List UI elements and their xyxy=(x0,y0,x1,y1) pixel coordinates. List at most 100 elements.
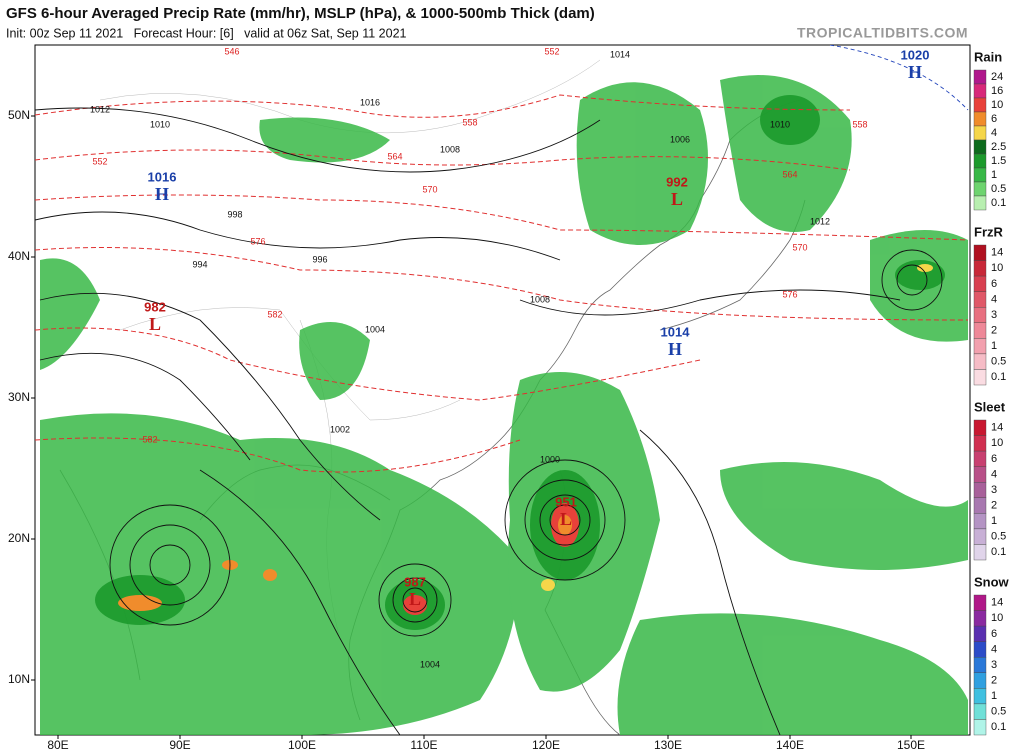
legend-title: FrzR xyxy=(974,224,1004,239)
isobar-label: 1010 xyxy=(770,119,790,129)
legend-swatch xyxy=(973,419,987,436)
legend-swatch xyxy=(973,322,987,339)
thickness-lines xyxy=(35,94,969,473)
legend-swatch xyxy=(973,275,987,292)
lat-label: 50N xyxy=(8,108,30,122)
legend-swatch xyxy=(973,260,987,277)
isobar-label: 994 xyxy=(192,259,207,269)
isobar-label: 998 xyxy=(227,209,242,219)
pressure-symbol: H xyxy=(908,62,922,82)
legend-swatch xyxy=(973,435,987,452)
legend-label: 4 xyxy=(991,127,997,139)
legend-label: 0.1 xyxy=(991,197,1006,209)
legend-label: 16 xyxy=(991,85,1003,97)
precip-rain xyxy=(40,75,968,735)
subtitle: Init: 00z Sep 11 2021 Forecast Hour: [6]… xyxy=(6,26,407,40)
legend-label: 3 xyxy=(991,309,997,321)
isobar-label: 1012 xyxy=(90,104,110,114)
legend-label: 3 xyxy=(991,484,997,496)
legend-swatch xyxy=(973,153,987,169)
thickness-label: 564 xyxy=(782,169,797,179)
legend-title: Rain xyxy=(974,49,1002,64)
thickness-label: 558 xyxy=(852,119,867,129)
legend-swatch xyxy=(973,625,987,642)
legend-label: 0.5 xyxy=(991,706,1006,718)
pressure-value: 1014 xyxy=(661,324,691,339)
legend-label: 24 xyxy=(991,71,1003,83)
legend-swatch xyxy=(973,466,987,483)
legend-swatch xyxy=(973,641,987,658)
legend-swatch xyxy=(973,244,987,261)
thickness-label: 570 xyxy=(422,184,437,194)
legend-label: 2 xyxy=(991,324,997,336)
legend-swatch xyxy=(973,338,987,355)
legend: Rain241610642.51.510.50.1FrzR1410643210.… xyxy=(973,49,1010,736)
legend-label: 3 xyxy=(991,659,997,671)
legend-label: 1 xyxy=(991,690,997,702)
map-labels: 50N 40N 30N 20N 10N 80E 90E 100E 110E 120E 130E 140… xyxy=(8,46,929,752)
pressure-symbol: L xyxy=(149,314,161,334)
isobar-label: 1008 xyxy=(440,144,460,154)
lon-label: 150E xyxy=(897,738,925,752)
legend-swatch xyxy=(973,482,987,498)
pressure-value: 987 xyxy=(404,574,426,589)
legend-swatch xyxy=(973,672,987,689)
thickness-label: 576 xyxy=(782,289,797,299)
lon-label: 80E xyxy=(47,738,68,752)
legend-label: 2 xyxy=(991,499,997,511)
legend-label: 0.5 xyxy=(991,356,1006,368)
legend-label: 4 xyxy=(991,643,997,655)
thickness-label: 564 xyxy=(387,151,402,161)
legend-label: 0.1 xyxy=(991,546,1006,558)
pressure-value: 951 xyxy=(555,494,577,509)
lat-label: 30N xyxy=(8,390,30,404)
isobar-label: 1014 xyxy=(610,49,630,59)
legend-swatch xyxy=(973,139,987,155)
lon-label: 140E xyxy=(776,738,804,752)
legend-swatch xyxy=(973,353,987,370)
legend-label: 6 xyxy=(991,628,997,640)
legend-title: Sleet xyxy=(974,399,1006,414)
pressure-symbol: H xyxy=(155,184,169,204)
legend-swatch xyxy=(973,307,987,323)
legend-label: 10 xyxy=(991,99,1003,111)
isobar-label: 1002 xyxy=(330,424,350,434)
legend-swatch xyxy=(973,594,987,611)
isobar-label: 1000 xyxy=(540,454,560,464)
legend-label: 0.5 xyxy=(991,183,1006,195)
legend-swatch xyxy=(973,513,987,530)
pressure-value: 992 xyxy=(666,174,688,189)
thickness-label: 552 xyxy=(544,46,559,56)
isobar-label: 1008 xyxy=(530,294,550,304)
legend-label: 14 xyxy=(991,247,1003,259)
thickness-label: 582 xyxy=(142,434,157,444)
legend-label: 6 xyxy=(991,278,997,290)
precip-core xyxy=(118,264,933,615)
legend-swatch xyxy=(973,657,987,673)
pressure-value: 982 xyxy=(144,299,166,314)
isobar-label: 1016 xyxy=(360,97,380,107)
legend-swatch xyxy=(973,703,987,720)
lat-label: 20N xyxy=(8,531,30,545)
legend-swatch xyxy=(973,719,987,736)
legend-label: 2 xyxy=(991,674,997,686)
isobar-label: 1004 xyxy=(420,659,440,669)
legend-label: 1.5 xyxy=(991,155,1006,167)
thickness-label: 558 xyxy=(462,117,477,127)
legend-swatch xyxy=(973,528,987,545)
isobars xyxy=(35,45,969,735)
thickness-label: 552 xyxy=(92,156,107,166)
isobar-label: 1010 xyxy=(150,119,170,129)
legend-label: 4 xyxy=(991,468,997,480)
thickness-label: 570 xyxy=(792,242,807,252)
legend-swatch xyxy=(973,69,987,85)
thickness-label: 546 xyxy=(224,46,239,56)
legend-label: 10 xyxy=(991,262,1003,274)
legend-swatch xyxy=(973,97,987,113)
pressure-symbol: L xyxy=(560,509,572,529)
pressure-symbol: H xyxy=(668,339,682,359)
legend-label: 6 xyxy=(991,453,997,465)
legend-label: 6 xyxy=(991,113,997,125)
legend-swatch xyxy=(973,195,987,211)
map-layers xyxy=(35,45,969,735)
